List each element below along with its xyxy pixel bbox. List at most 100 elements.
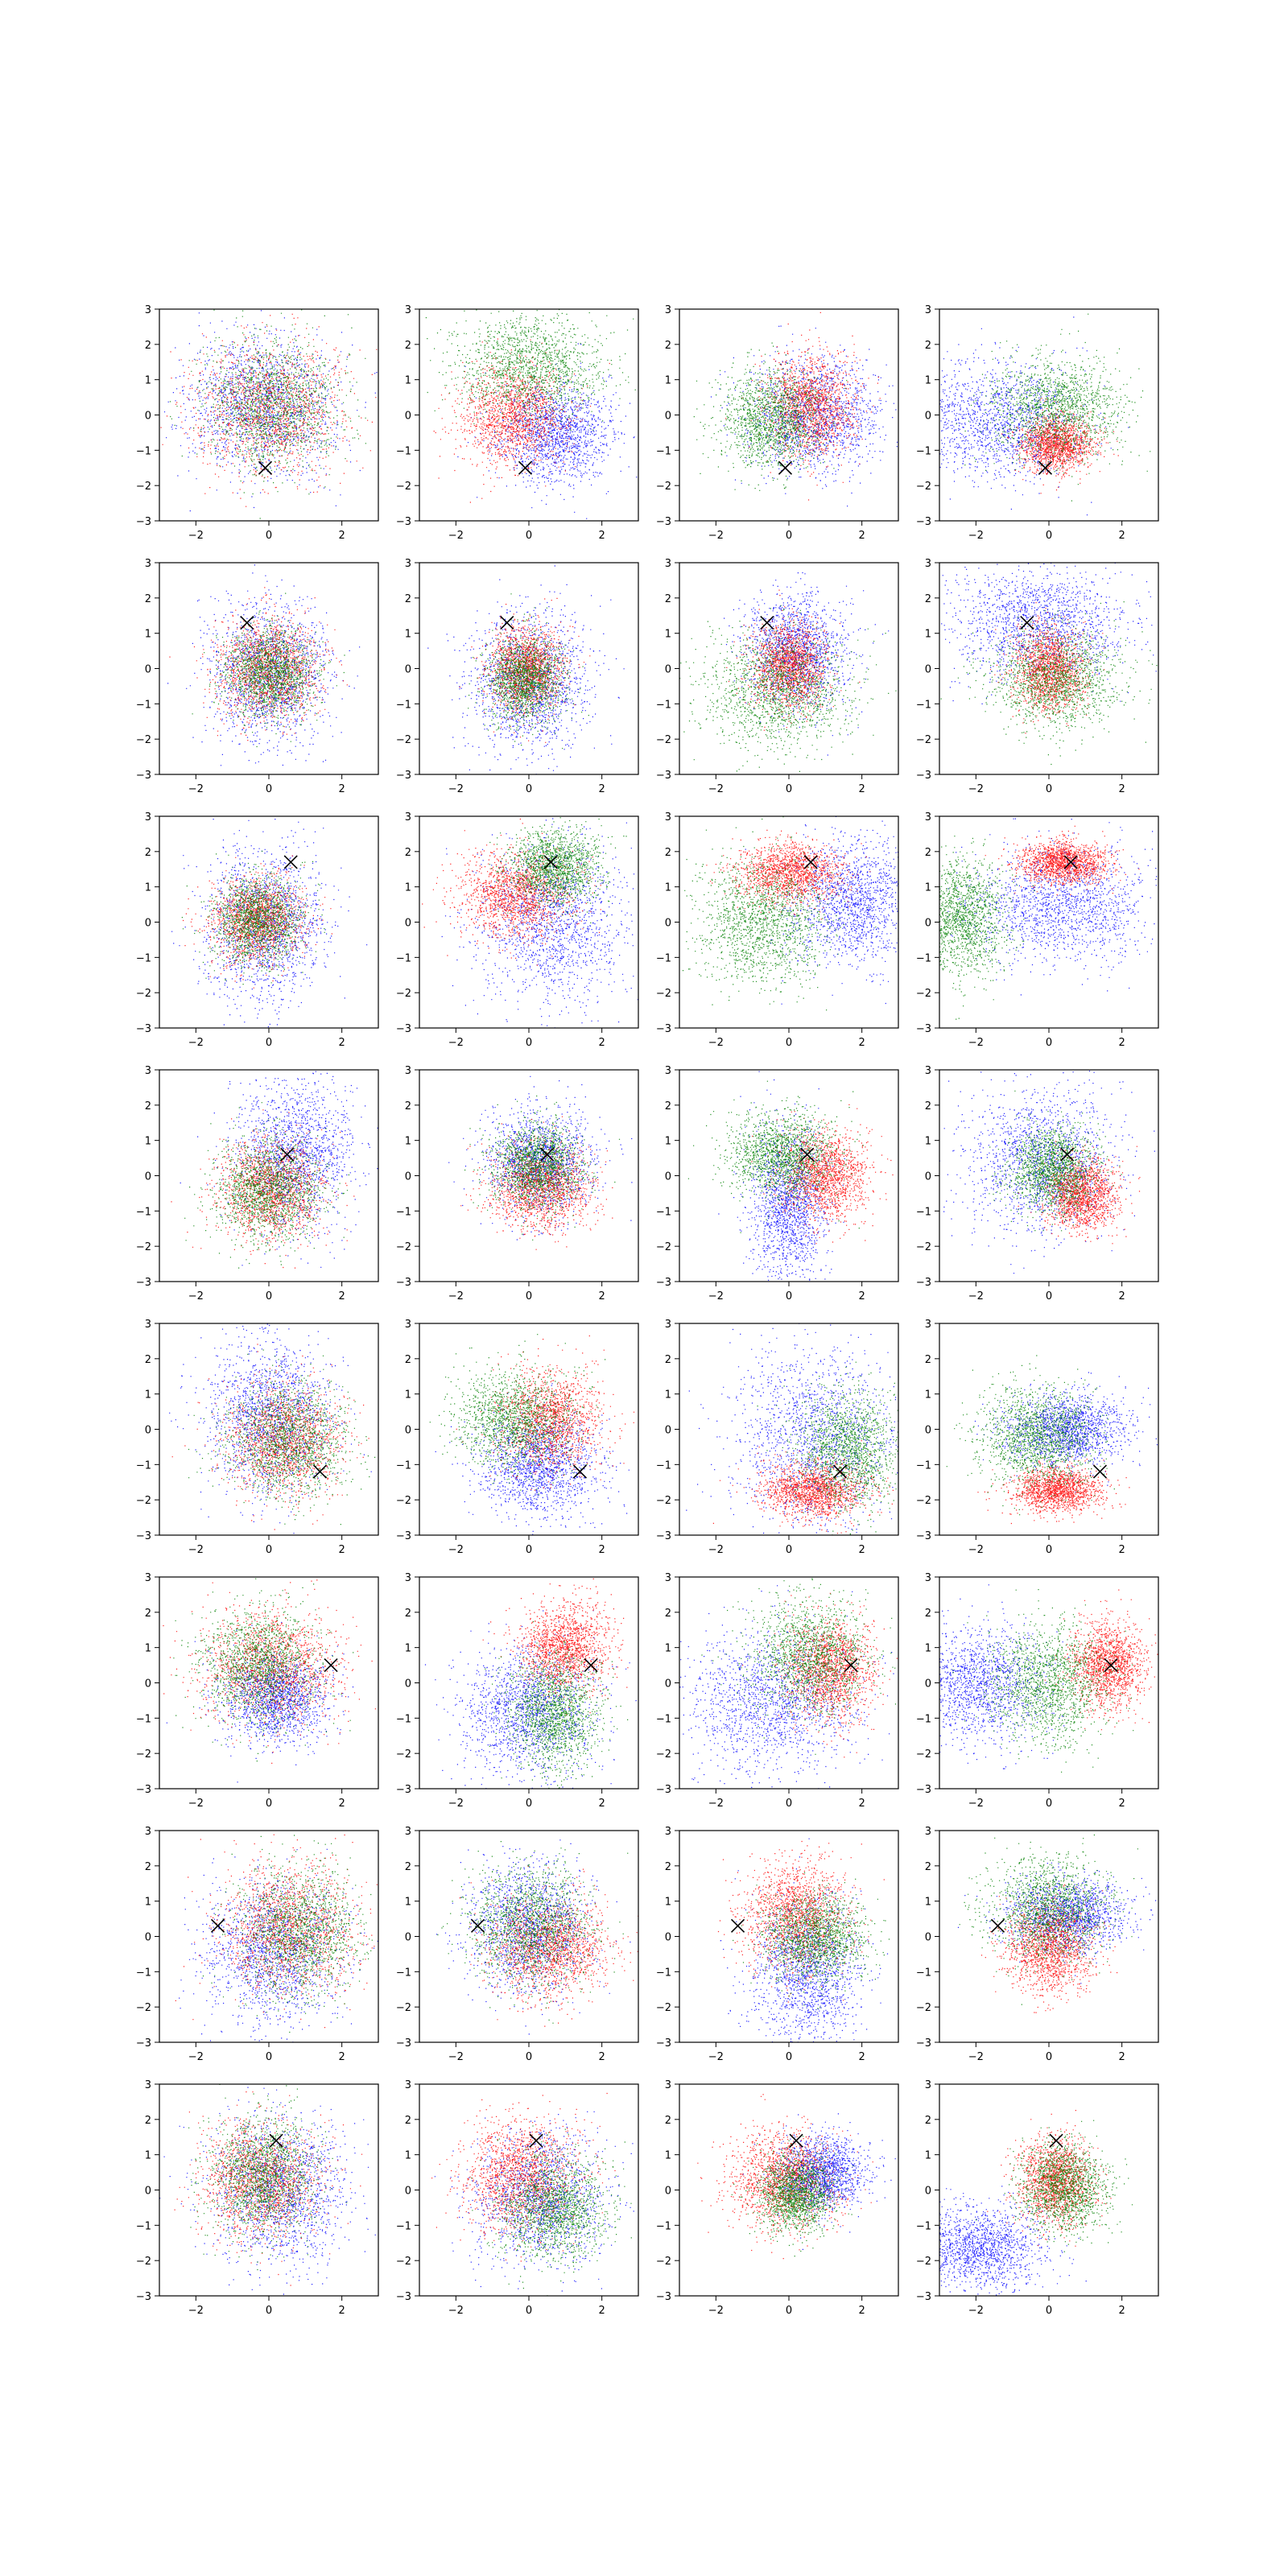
- y-tick-label: 3: [665, 811, 671, 824]
- y-tick-label: 3: [665, 1319, 671, 1331]
- y-tick-label: −3: [136, 1530, 151, 1542]
- y-tick-label: −1: [396, 1967, 411, 1979]
- y-tick-label: 0: [145, 1171, 151, 1183]
- y-tick-label: −3: [916, 2037, 931, 2050]
- y-tick-label: −1: [136, 445, 151, 457]
- x-tick-label: 2: [339, 2051, 345, 2063]
- x-tick-label: 2: [859, 2051, 865, 2063]
- y-tick-label: −3: [136, 1784, 151, 1796]
- x-tick-label: 0: [526, 2305, 532, 2317]
- y-tick-label: 0: [145, 918, 151, 930]
- y-tick-label: −1: [916, 952, 931, 964]
- y-tick-label: −3: [656, 1784, 671, 1796]
- y-tick-label: 0: [145, 664, 151, 676]
- x-tick-label: 0: [1046, 530, 1052, 542]
- y-tick-label: 0: [145, 1425, 151, 1437]
- x-tick-label: 0: [1046, 1290, 1052, 1302]
- y-tick-label: 1: [405, 1389, 411, 1402]
- y-tick-label: −1: [396, 699, 411, 711]
- y-tick-label: −1: [656, 1713, 671, 1725]
- y-tick-label: 1: [145, 2150, 151, 2162]
- y-tick-label: 3: [665, 558, 671, 570]
- x-tick-label: 2: [859, 2305, 865, 2317]
- y-tick-label: −1: [136, 952, 151, 964]
- y-tick-label: −2: [136, 734, 151, 746]
- y-tick-label: −2: [916, 2256, 931, 2268]
- y-tick-label: −3: [396, 1023, 411, 1035]
- y-tick-label: −1: [916, 1206, 931, 1218]
- y-tick-label: 3: [405, 558, 411, 570]
- y-tick-label: 2: [145, 1100, 151, 1113]
- y-tick-label: 0: [665, 1932, 671, 1944]
- x-tick-label: −2: [188, 2051, 204, 2063]
- x-tick-label: 2: [339, 530, 345, 542]
- x-tick-label: −2: [708, 2051, 724, 2063]
- y-tick-label: 3: [665, 1065, 671, 1077]
- y-tick-label: 3: [405, 2079, 411, 2091]
- x-tick-label: 0: [786, 783, 792, 795]
- x-tick-label: 0: [526, 783, 532, 795]
- y-tick-label: 3: [145, 1572, 151, 1584]
- y-tick-label: −2: [916, 1241, 931, 1253]
- y-tick-label: −2: [396, 2256, 411, 2268]
- y-tick-label: 1: [925, 1136, 931, 1148]
- x-tick-label: 0: [266, 783, 272, 795]
- x-tick-label: 0: [1046, 2305, 1052, 2317]
- y-tick-label: −2: [656, 988, 671, 1000]
- x-tick-label: 2: [1119, 783, 1125, 795]
- y-tick-label: 0: [925, 1932, 931, 1944]
- y-tick-label: 1: [145, 882, 151, 894]
- x-tick-label: −2: [968, 1290, 984, 1302]
- y-tick-label: 0: [405, 664, 411, 676]
- y-tick-label: −1: [656, 445, 671, 457]
- x-tick-label: 2: [1119, 1798, 1125, 1810]
- y-tick-label: 0: [925, 411, 931, 423]
- x-tick-label: −2: [448, 1544, 464, 1556]
- y-tick-label: 3: [925, 811, 931, 824]
- y-tick-label: 1: [665, 375, 671, 387]
- y-tick-label: 1: [665, 629, 671, 641]
- y-tick-label: 1: [665, 1643, 671, 1655]
- y-tick-label: −3: [916, 516, 931, 528]
- y-tick-label: −1: [656, 2220, 671, 2232]
- y-tick-label: −3: [396, 1277, 411, 1289]
- y-tick-label: −2: [136, 2002, 151, 2014]
- x-tick-label: 2: [859, 1290, 865, 1302]
- y-tick-label: −3: [656, 2037, 671, 2050]
- x-tick-label: −2: [708, 1798, 724, 1810]
- y-tick-label: −1: [396, 2220, 411, 2232]
- y-tick-label: 2: [405, 1608, 411, 1620]
- y-tick-label: 1: [925, 629, 931, 641]
- x-tick-label: 0: [526, 1037, 532, 1049]
- y-tick-label: −1: [136, 1459, 151, 1472]
- y-tick-label: 3: [145, 304, 151, 316]
- y-tick-label: −3: [916, 1277, 931, 1289]
- y-tick-label: −3: [136, 516, 151, 528]
- x-tick-label: 2: [339, 1544, 345, 1556]
- x-tick-label: 2: [599, 2051, 605, 2063]
- x-tick-label: 0: [786, 2305, 792, 2317]
- y-tick-label: 3: [925, 304, 931, 316]
- x-tick-label: −2: [188, 1290, 204, 1302]
- x-tick-label: 2: [599, 1290, 605, 1302]
- y-tick-label: −2: [136, 1495, 151, 1507]
- y-tick-label: 0: [665, 1678, 671, 1690]
- y-tick-label: 1: [145, 1136, 151, 1148]
- x-tick-label: 2: [599, 1544, 605, 1556]
- x-tick-label: −2: [968, 530, 984, 542]
- y-tick-label: 3: [145, 811, 151, 824]
- y-tick-label: 1: [145, 1897, 151, 1909]
- y-tick-label: −1: [136, 1206, 151, 1218]
- y-tick-label: 2: [145, 1608, 151, 1620]
- y-tick-label: 2: [145, 1861, 151, 1873]
- x-tick-label: −2: [188, 1544, 204, 1556]
- y-tick-label: 0: [405, 2186, 411, 2198]
- y-tick-label: −3: [396, 1784, 411, 1796]
- x-tick-label: 0: [1046, 1544, 1052, 1556]
- y-tick-label: −3: [656, 1277, 671, 1289]
- x-tick-label: 0: [526, 530, 532, 542]
- y-tick-label: 2: [925, 2115, 931, 2127]
- x-tick-label: −2: [448, 2051, 464, 2063]
- y-tick-label: 0: [405, 918, 411, 930]
- y-tick-label: 3: [665, 1572, 671, 1584]
